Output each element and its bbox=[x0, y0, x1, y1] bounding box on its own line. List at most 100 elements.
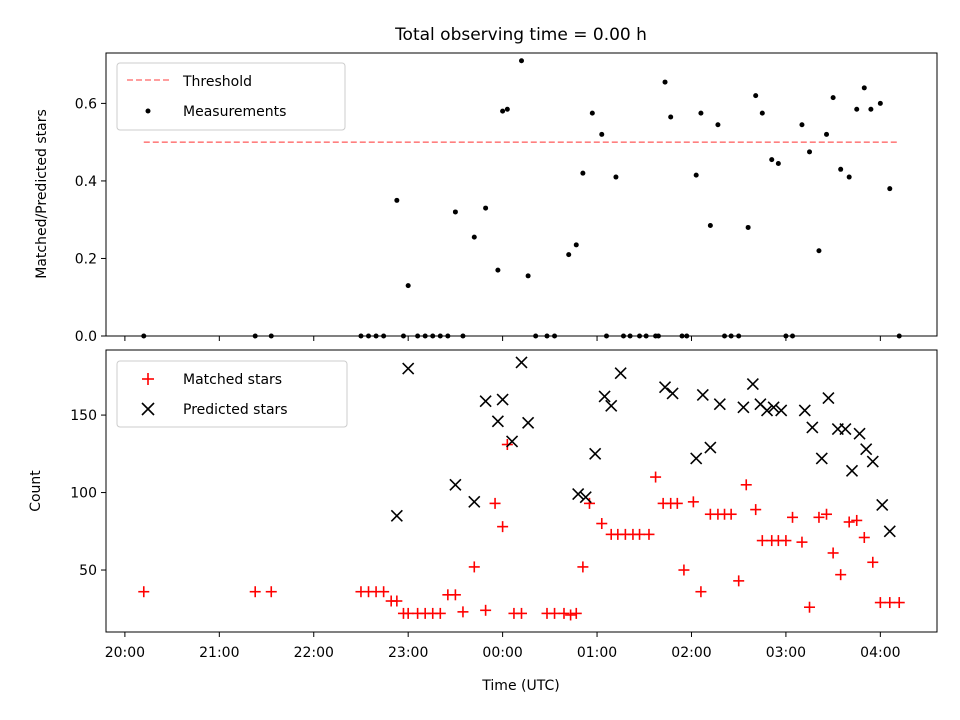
predicted-star-point bbox=[449, 478, 462, 491]
measurement-point bbox=[589, 110, 595, 116]
matched-star-point bbox=[733, 575, 745, 587]
bottom-plot-frame bbox=[105, 349, 938, 633]
measurement-point bbox=[483, 205, 489, 211]
legend-measurements-swatch bbox=[145, 108, 151, 114]
matched-star-point bbox=[468, 561, 480, 573]
predicted-star-point bbox=[822, 391, 835, 405]
matched-star-point bbox=[501, 439, 513, 451]
matched-star-point bbox=[449, 589, 461, 601]
predicted-star-point bbox=[866, 455, 879, 468]
predicted-star-point bbox=[806, 421, 819, 434]
measurement-point bbox=[745, 224, 751, 230]
predicted-star-point bbox=[860, 443, 873, 456]
legend-threshold-label: Threshold bbox=[182, 74, 252, 90]
predicted-star-point bbox=[704, 441, 717, 454]
predicted-star-point bbox=[522, 416, 535, 429]
measurement-point bbox=[580, 170, 586, 176]
matched-star-point bbox=[497, 521, 509, 533]
legend-predicted-swatch bbox=[141, 402, 155, 416]
matched-star-point bbox=[796, 536, 808, 548]
y-tick-label: 0.6 bbox=[75, 96, 97, 112]
matched-star-point bbox=[265, 586, 277, 598]
matched-star-point bbox=[740, 479, 752, 491]
measurement-point bbox=[868, 106, 874, 112]
predicted-star-point bbox=[589, 447, 602, 460]
y-tick-label: 0.4 bbox=[75, 174, 97, 190]
predicted-star-point bbox=[491, 415, 504, 428]
predicted-star-point bbox=[658, 381, 672, 394]
x-tick-label: 20:00 bbox=[105, 645, 145, 661]
matched-star-point bbox=[570, 607, 582, 619]
matched-star-point bbox=[643, 528, 655, 540]
matched-star-point bbox=[583, 497, 595, 509]
matched-star-point bbox=[725, 508, 737, 520]
measurement-point bbox=[816, 248, 822, 254]
matched-star-point bbox=[457, 606, 469, 618]
measurement-point bbox=[573, 242, 579, 248]
matched-star-point bbox=[138, 586, 150, 598]
matched-star-point bbox=[678, 564, 690, 576]
measurement-point bbox=[877, 100, 883, 106]
matched-star-point bbox=[780, 535, 792, 547]
measurement-point bbox=[599, 131, 605, 137]
matched-star-point bbox=[577, 561, 589, 573]
predicted-star-point bbox=[876, 498, 889, 512]
measurement-point bbox=[698, 110, 704, 116]
matched-star-point bbox=[893, 597, 905, 609]
legend-matched-label: Matched stars bbox=[183, 372, 282, 388]
matched-star-point bbox=[884, 597, 896, 609]
predicted-star-point bbox=[839, 422, 852, 436]
matched-star-point bbox=[851, 514, 863, 526]
matched-star-point bbox=[378, 586, 390, 598]
predicted-star-point bbox=[737, 401, 750, 414]
matched-star-point bbox=[480, 604, 492, 616]
measurement-point bbox=[799, 122, 805, 128]
measurement-point bbox=[707, 223, 713, 229]
measurement-point bbox=[715, 122, 721, 128]
matched-star-point bbox=[867, 556, 879, 568]
bottom-ticks: 20:00 21:00 22:00 23:00 00:00 01:00 02:00 03:00… bbox=[70, 408, 900, 661]
predicted-star-point bbox=[696, 388, 709, 401]
x-tick-label: 23:00 bbox=[388, 645, 428, 661]
measurement-point bbox=[838, 166, 844, 172]
measurement-point bbox=[769, 157, 775, 163]
measurement-point bbox=[504, 106, 510, 112]
measurement-point bbox=[668, 114, 674, 120]
matched-star-point bbox=[402, 607, 414, 619]
matched-star-point bbox=[821, 508, 833, 520]
predicted-star-point bbox=[579, 491, 592, 504]
predicted-star-point bbox=[845, 464, 859, 477]
predicted-star-point bbox=[775, 404, 788, 417]
measurement-point bbox=[525, 273, 531, 279]
matched-star-point bbox=[249, 586, 261, 598]
x-tick-label: 03:00 bbox=[766, 645, 806, 661]
measurement-point bbox=[500, 108, 506, 114]
predicted-star-point bbox=[479, 395, 492, 408]
predicted-star-point bbox=[614, 367, 627, 380]
bottom-panel: Count Time (UTC) 20:00 21:00 22:00 23:00 00:… bbox=[28, 349, 938, 694]
predicted-star-point bbox=[402, 362, 415, 375]
matched-star-point bbox=[687, 496, 699, 508]
bottom-legend: Matched stars Predicted stars bbox=[116, 360, 348, 428]
y-tick-label: 0.0 bbox=[75, 329, 97, 345]
measurement-point bbox=[471, 234, 477, 240]
measurement-point bbox=[775, 160, 781, 166]
measurement-point bbox=[824, 131, 830, 137]
matched-star-point bbox=[827, 547, 839, 559]
measurement-point bbox=[566, 252, 572, 258]
predicted-star-point bbox=[666, 387, 679, 400]
matched-star-point bbox=[813, 511, 825, 523]
x-tick-label: 02:00 bbox=[671, 645, 711, 661]
y-tick-label: 0.2 bbox=[75, 251, 97, 267]
predicted-star-point bbox=[468, 495, 481, 508]
predicted-star-point bbox=[798, 404, 811, 417]
predicted-star-point bbox=[713, 398, 726, 411]
top-marks bbox=[141, 58, 902, 339]
measurement-point bbox=[887, 186, 893, 192]
measurement-point bbox=[613, 174, 619, 180]
legend-matched-swatch bbox=[142, 373, 154, 385]
x-tick-label: 21:00 bbox=[199, 645, 239, 661]
matched-star-point bbox=[650, 471, 662, 483]
predicted-star-point bbox=[760, 404, 774, 417]
top-ticks: 0.0 0.2 0.4 0.6 bbox=[75, 96, 881, 345]
